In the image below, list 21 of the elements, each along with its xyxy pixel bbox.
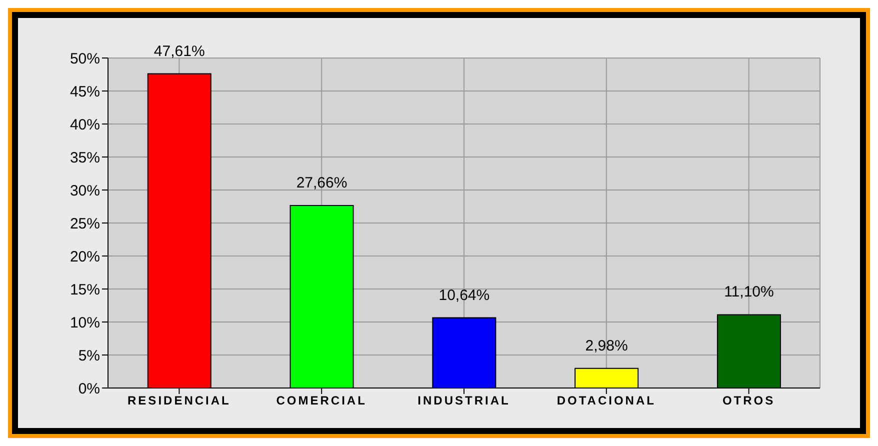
y-tick-label: 30% (70, 182, 100, 200)
y-tick-label: 20% (70, 248, 100, 266)
data-label: 47,61% (154, 42, 205, 60)
data-label: 10,64% (438, 286, 490, 304)
y-tick-label: 25% (70, 215, 100, 232)
x-tick-label: INDUSTRIAL (418, 394, 510, 408)
data-label: 27,66% (296, 174, 348, 192)
x-tick-label: RESIDENCIAL (128, 394, 231, 408)
y-tick-label: 45% (70, 83, 100, 100)
x-tick-label: DOTACIONAL (556, 394, 656, 408)
data-label: 11,10% (724, 284, 774, 301)
x-tick-label: OTROS (722, 394, 776, 408)
y-tick-label: 40% (70, 116, 100, 134)
data-label: 2,98% (585, 337, 628, 354)
y-tick-label: 50% (70, 50, 100, 68)
x-tick-label: COMERCIAL (276, 394, 367, 408)
y-tick-label: 0% (78, 380, 100, 398)
y-tick-label: 10% (70, 314, 100, 332)
y-tick-label: 5% (78, 347, 100, 364)
y-tick-label: 15% (70, 281, 100, 298)
y-tick-label: 35% (70, 149, 100, 166)
